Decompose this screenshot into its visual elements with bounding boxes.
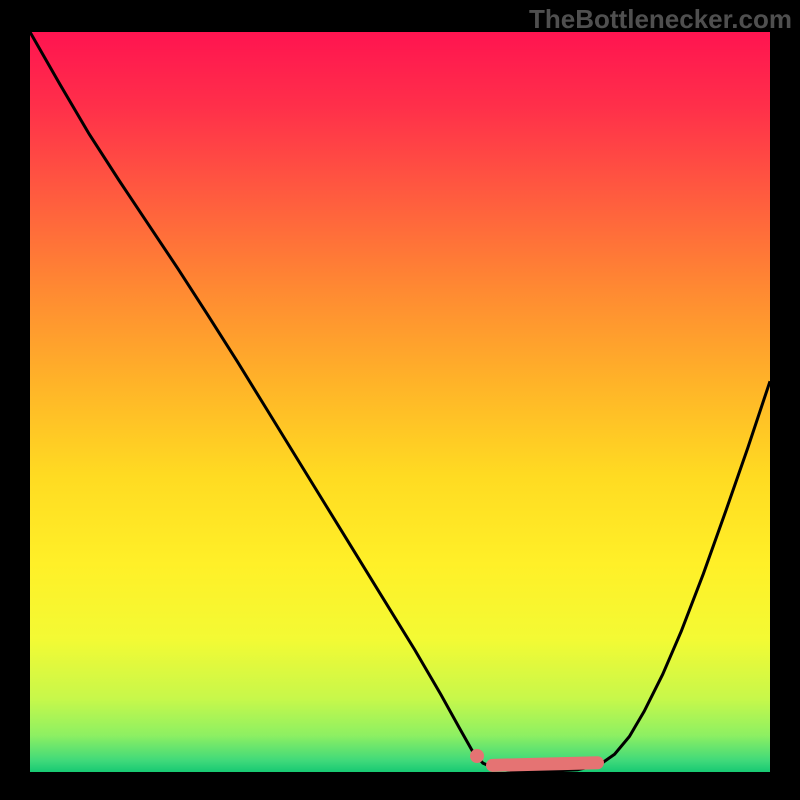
bottleneck-curve xyxy=(30,32,770,771)
highlight-segment xyxy=(486,756,605,772)
watermark-text: TheBottlenecker.com xyxy=(529,4,792,35)
highlight-dot xyxy=(470,749,484,763)
curve-svg xyxy=(30,32,770,772)
plot-area xyxy=(30,32,770,772)
canvas: TheBottlenecker.com xyxy=(0,0,800,800)
